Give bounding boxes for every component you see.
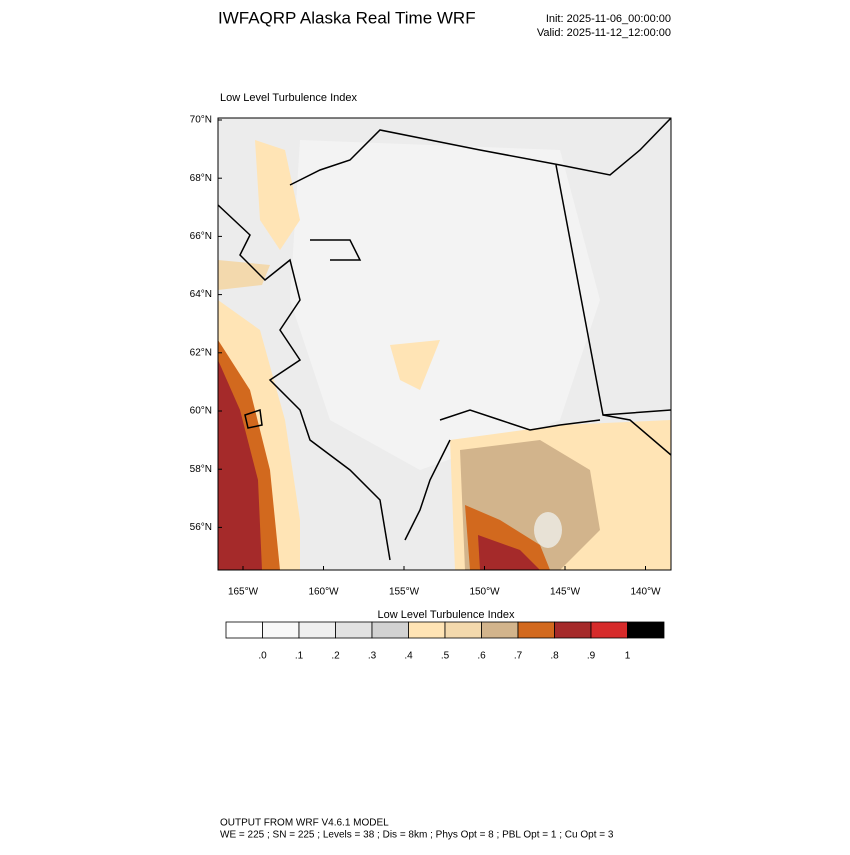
map-field <box>218 118 671 570</box>
lat-label: 70°N <box>190 115 212 126</box>
init-time: Init: 2025-11-06_00:00:00 <box>546 13 671 25</box>
colorbar-box <box>335 621 373 639</box>
lat-label: 56°N <box>190 522 212 533</box>
colorbar-label: .5 <box>441 651 450 662</box>
footer-line: WE = 225 ; SN = 225 ; Levels = 38 ; Dis … <box>220 830 614 841</box>
map-frame <box>217 117 672 571</box>
colorbar-box <box>517 621 555 639</box>
map-subtitle: Low Level Turbulence Index <box>220 92 357 104</box>
colorbar-label: .7 <box>514 651 523 662</box>
lon-label: 160°W <box>308 587 339 598</box>
lon-label: 155°W <box>389 587 420 598</box>
lat-label: 62°N <box>190 347 212 358</box>
lat-label: 64°N <box>190 289 212 300</box>
colorbar-box <box>225 621 263 639</box>
colorbar-label: .4 <box>404 651 413 662</box>
colorbar-label: .6 <box>477 651 486 662</box>
colorbar-box <box>298 621 336 639</box>
colorbar-label: .8 <box>550 651 559 662</box>
valid-time: Valid: 2025-11-12_12:00:00 <box>537 27 671 39</box>
lon-label: 165°W <box>228 587 259 598</box>
lat-label: 58°N <box>190 464 212 475</box>
colorbar-label: .2 <box>331 651 340 662</box>
lon-label: 145°W <box>550 587 581 598</box>
title: IWFAQRP Alaska Real Time WRF <box>218 8 476 27</box>
lat-label: 68°N <box>190 173 212 184</box>
lat-label: 66°N <box>190 231 212 242</box>
colorbar-box <box>590 621 628 639</box>
colorbar-label: 1 <box>625 651 631 662</box>
colorbar-box <box>481 621 519 639</box>
colorbar-label: .9 <box>587 651 596 662</box>
colorbar-box <box>262 621 300 639</box>
colorbar-box <box>371 621 409 639</box>
colorbar-box <box>444 621 482 639</box>
lon-label: 140°W <box>630 587 661 598</box>
lat-label: 60°N <box>190 406 212 417</box>
footer-line: OUTPUT FROM WRF V4.6.1 MODEL <box>220 818 389 829</box>
colorbar-label: .0 <box>258 651 267 662</box>
colorbar-box <box>408 621 446 639</box>
colorbar-label: .3 <box>368 651 377 662</box>
colorbar-box <box>627 621 665 639</box>
colorbar-title: Low Level Turbulence Index <box>378 609 515 621</box>
colorbar-label: .1 <box>295 651 304 662</box>
colorbar-box <box>554 621 592 639</box>
lon-label: 150°W <box>469 587 500 598</box>
